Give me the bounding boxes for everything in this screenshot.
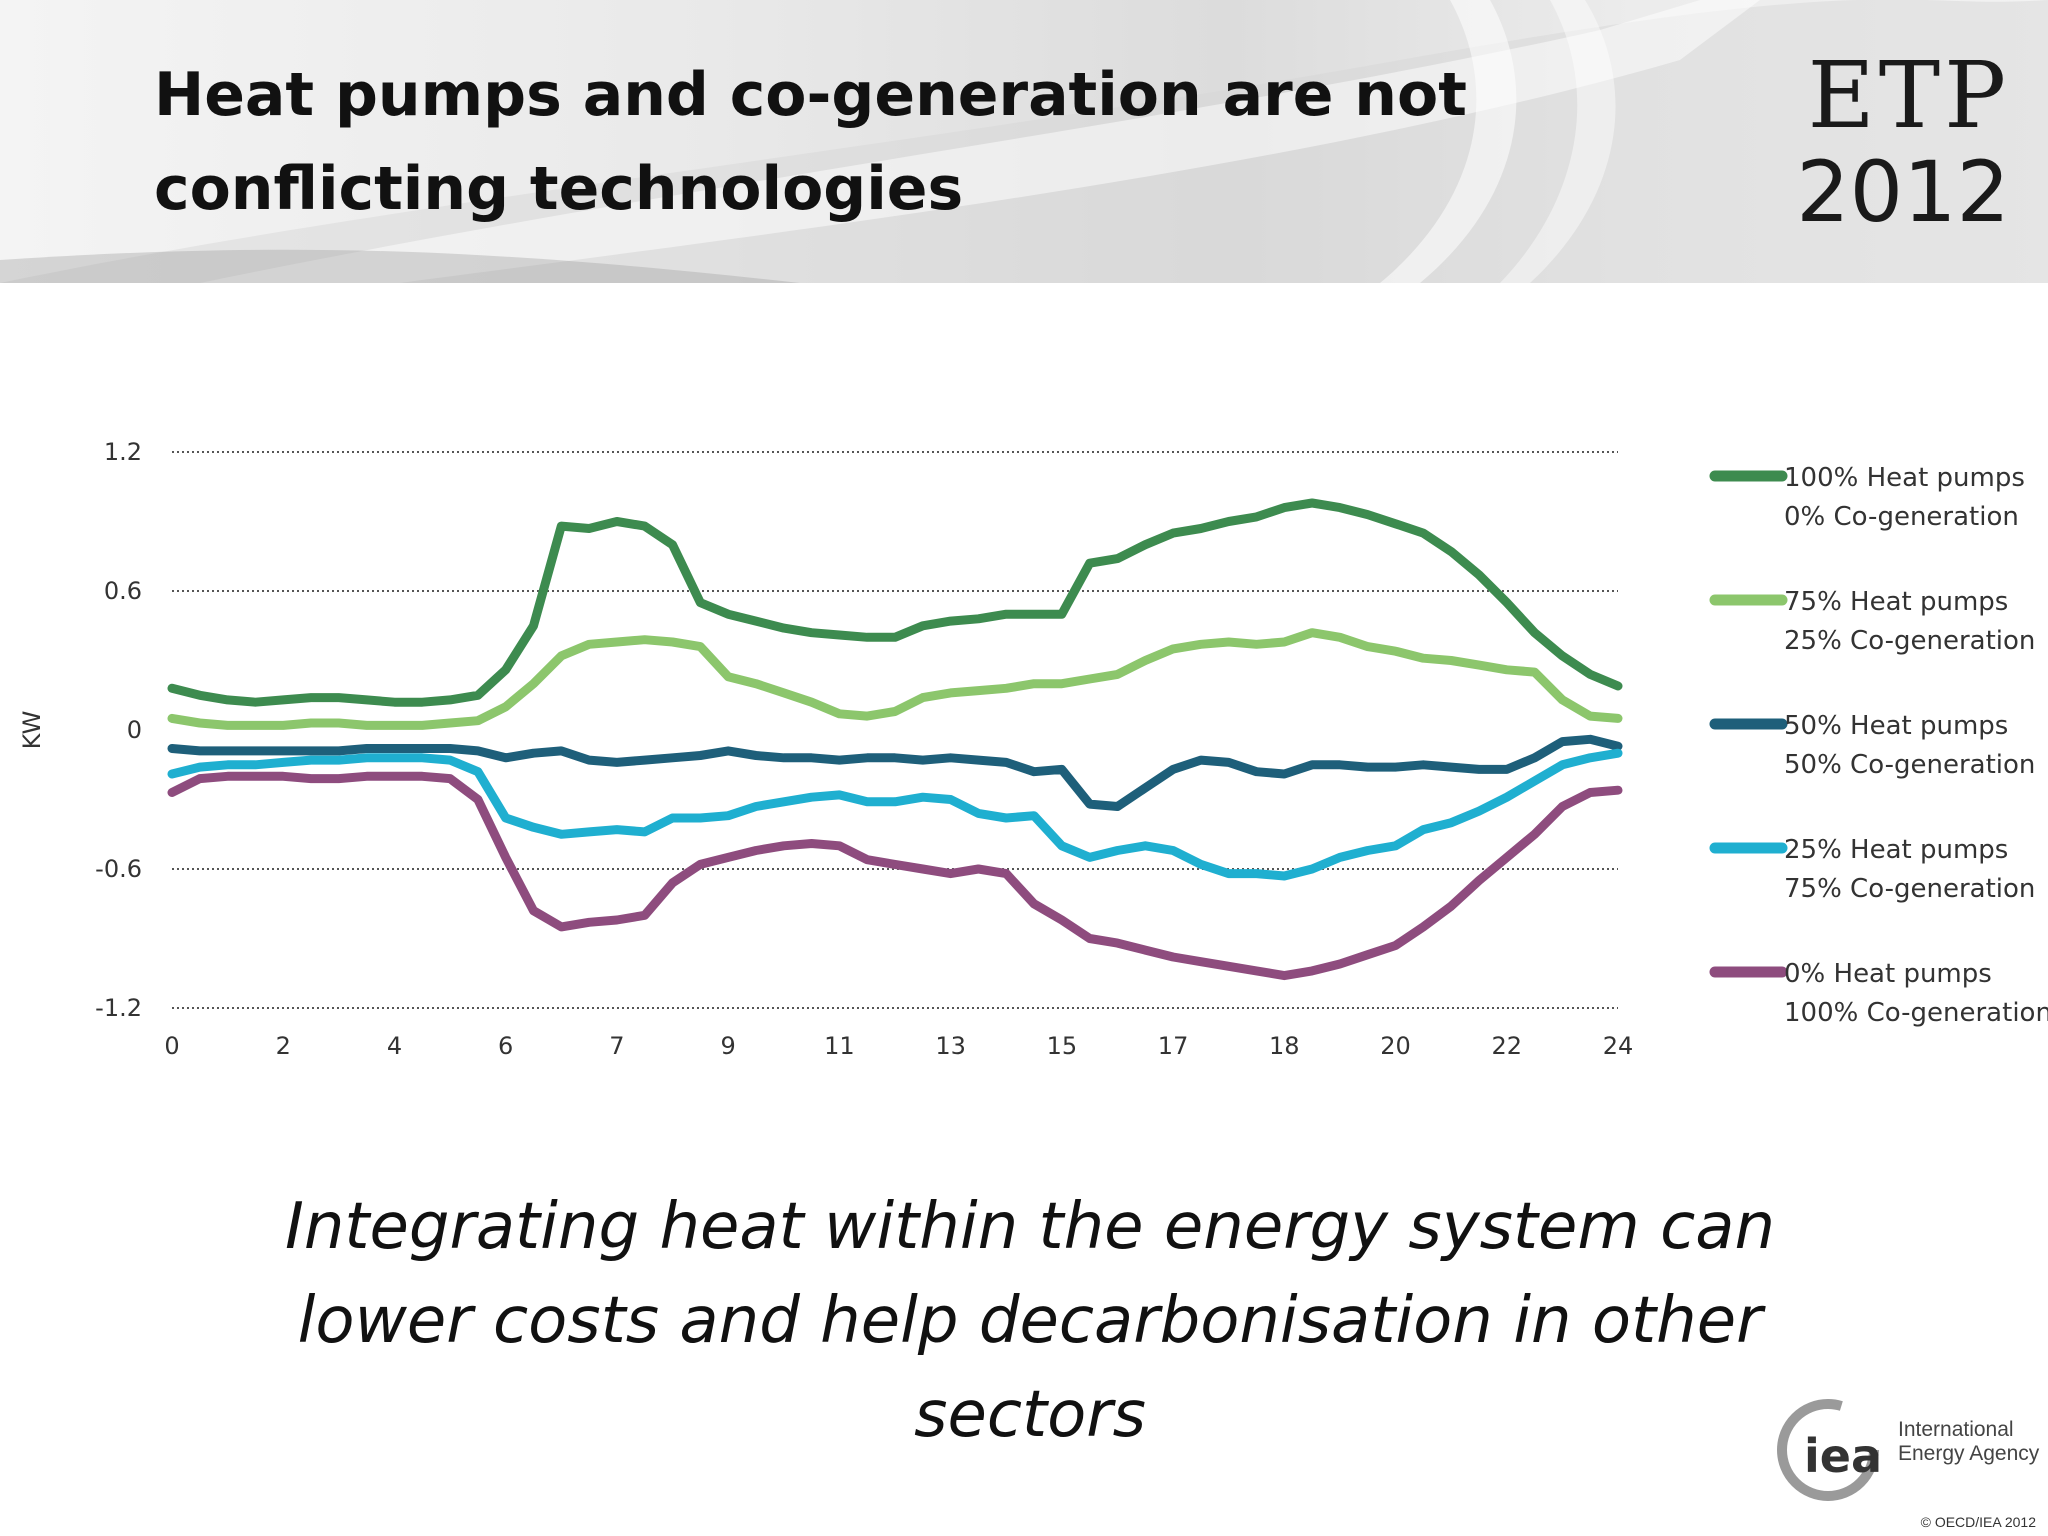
x-tick-label: 0 <box>164 1032 179 1060</box>
legend-label: 100% Co-generation <box>1784 998 2048 1028</box>
legend-label: 75% Heat pumps <box>1784 587 2008 617</box>
header-banner: Heat pumps and co-generation are not con… <box>0 0 2048 283</box>
x-tick-label: 17 <box>1158 1032 1189 1060</box>
etp-2012-logo: ETP 2012 <box>1760 42 2010 241</box>
iea-name-line-2: Energy Agency <box>1898 1442 2040 1465</box>
legend-label: 75% Co-generation <box>1784 874 2035 904</box>
legend-label: 50% Heat pumps <box>1784 711 2008 741</box>
x-tick-label: 13 <box>935 1032 966 1060</box>
x-tick-label: 18 <box>1269 1032 1300 1060</box>
line-chart: 1.20.60-0.6-1.2 0 2 4 6 7 9 11 13 15 17 18 20 22 24 K… <box>18 438 2048 1060</box>
chart-legend: 100% Heat pumps 0% Co-generation 75% Heat … <box>1709 463 2048 1028</box>
page-title: Heat pumps and co-generation are not con… <box>154 60 1467 224</box>
series-line <box>167 498 1623 707</box>
series-line <box>167 734 1623 811</box>
iea-mark: iea <box>1804 1429 1882 1483</box>
legend-label: 0% Heat pumps <box>1784 959 1992 989</box>
y-axis-ticks: 1.2 0.6 0 -0.6 -1.2 <box>95 438 142 1022</box>
logo-line-1: ETP <box>1807 42 2010 149</box>
x-tick-label: 22 <box>1491 1032 1522 1060</box>
slide-caption: Integrating heat within the energy syste… <box>230 1180 1830 1462</box>
x-tick-label: 11 <box>824 1032 855 1060</box>
series-line <box>167 748 1623 881</box>
y-tick-label: 0 <box>127 716 142 744</box>
y-tick-label: -1.2 <box>95 994 142 1022</box>
x-tick-label: 15 <box>1047 1032 1078 1060</box>
caption-line-3: sectors <box>914 1378 1146 1452</box>
x-tick-label: 24 <box>1603 1032 1634 1060</box>
legend-label: 25% Co-generation <box>1784 626 2035 656</box>
x-tick-label: 9 <box>721 1032 736 1060</box>
y-tick-label: 0.6 <box>104 577 142 605</box>
iea-logo: iea International Energy Agency <box>1758 1392 2048 1502</box>
chart-series <box>167 498 1623 981</box>
series-line <box>167 771 1623 981</box>
x-tick-label: 20 <box>1380 1032 1411 1060</box>
legend-label: 0% Co-generation <box>1784 502 2019 532</box>
x-axis-ticks: 0 2 4 6 7 9 11 13 15 17 18 20 22 24 <box>164 1032 1633 1060</box>
x-tick-label: 2 <box>276 1032 291 1060</box>
chart-gridlines <box>172 451 1618 1009</box>
iea-name-line-1: International <box>1898 1418 2014 1441</box>
caption-line-1: Integrating heat within the energy syste… <box>284 1190 1776 1264</box>
logo-line-2: 2012 <box>1796 143 2010 241</box>
y-axis-label: KW <box>18 711 46 750</box>
x-tick-label: 7 <box>609 1032 624 1060</box>
iea-emblem-icon: iea <box>1777 1399 1882 1501</box>
legend-label: 25% Heat pumps <box>1784 835 2008 865</box>
series-line <box>167 628 1623 730</box>
copyright-notice: © OECD/IEA 2012 <box>1920 1514 2036 1530</box>
y-tick-label: -0.6 <box>95 855 142 883</box>
legend-label: 50% Co-generation <box>1784 750 2035 780</box>
legend-label: 100% Heat pumps <box>1784 463 2025 493</box>
x-tick-label: 4 <box>387 1032 402 1060</box>
caption-line-2: lower costs and help decarbonisation in … <box>297 1284 1763 1358</box>
y-tick-label: 1.2 <box>104 438 142 466</box>
iea-name: International Energy Agency <box>1898 1418 2048 1466</box>
banner-swoosh <box>0 0 2048 283</box>
x-tick-label: 6 <box>498 1032 513 1060</box>
